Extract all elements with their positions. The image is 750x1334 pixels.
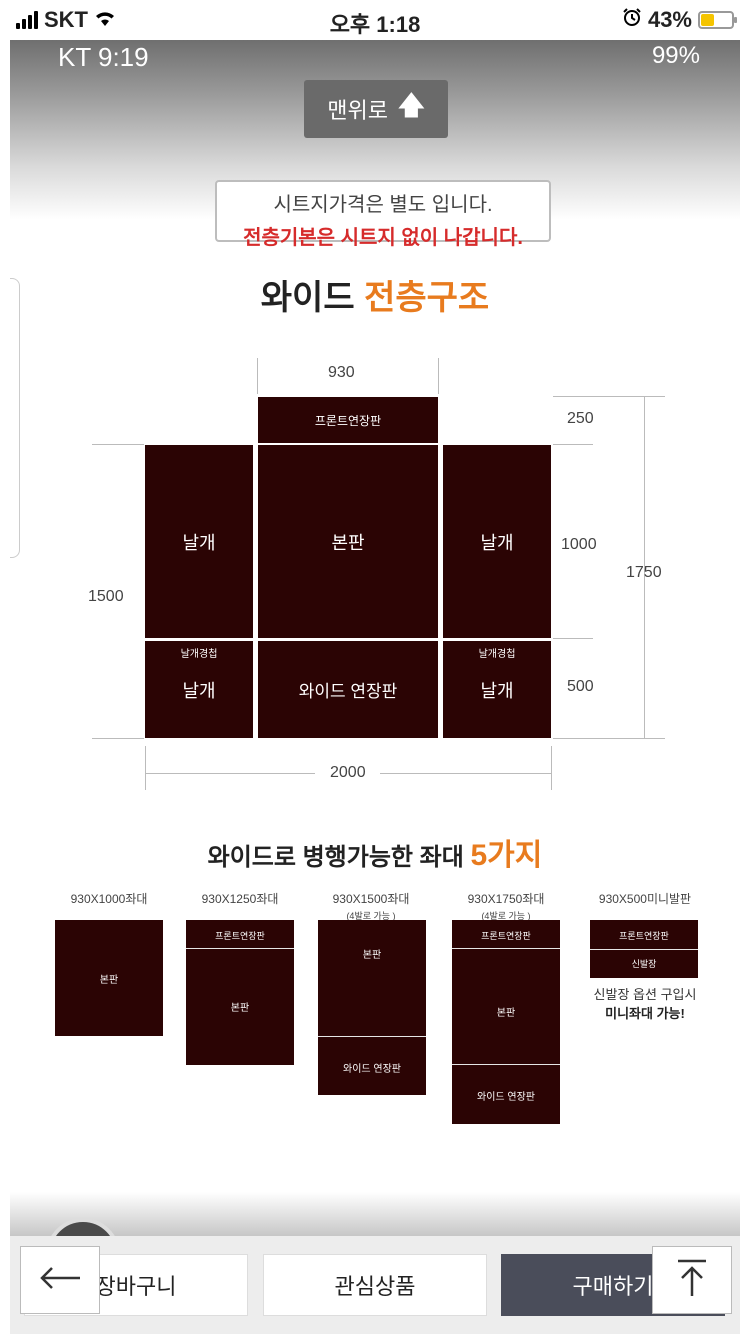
- mini-note-line-1: 신발장 옵션 구입시: [593, 987, 697, 1002]
- dim-guide: [553, 396, 665, 397]
- variants-heading: 와이드로 병행가능한 좌대 5가지: [10, 830, 740, 874]
- front-extension-block: 프론트연장판: [258, 397, 438, 443]
- variant-wide-label: 와이드 연장판: [477, 1092, 535, 1103]
- status-time: 오후 1:18: [329, 12, 421, 37]
- scroll-top-label: 맨위로: [327, 98, 388, 123]
- dim-right-top: 250: [567, 410, 594, 427]
- dim-right-mid: 1000: [561, 536, 597, 553]
- variant-caption: 930X500미니발판: [598, 892, 692, 906]
- block-divider: [186, 948, 294, 949]
- inner-status-right: 99%: [651, 42, 700, 69]
- photo-footer-shade: [10, 1192, 740, 1242]
- back-button[interactable]: [20, 1246, 100, 1314]
- block-divider: [318, 1036, 426, 1037]
- block-divider: [452, 948, 560, 949]
- scroll-to-top-button[interactable]: [652, 1246, 732, 1314]
- arrow-left-icon: [38, 1266, 82, 1295]
- dim-guide: [553, 738, 665, 739]
- status-bar: SKT 오후 1:18 43%: [0, 0, 750, 40]
- wing-joint-label: 날개경첩: [478, 649, 516, 660]
- block-divider: [590, 949, 698, 950]
- structure-heading: 와이드 전층구조: [10, 270, 740, 319]
- variants-heading-main: 와이드로 병행가능한 좌대: [207, 844, 464, 871]
- heading-main: 와이드: [260, 279, 355, 317]
- wing-joint-label: 날개경첩: [180, 649, 218, 660]
- dim-guide: [92, 738, 144, 739]
- arrow-top-icon: [675, 1258, 709, 1303]
- product-detail-screenshot: KT 9:19 99% 맨위로 🡅 시트지가격은 별도 입니다. 전층기본은 시…: [10, 40, 740, 1334]
- variant-main-label: 본판: [362, 950, 382, 961]
- dim-right-bottom: 500: [567, 678, 594, 695]
- variant-wide-label: 와이드 연장판: [343, 1064, 401, 1075]
- wing-left-block: 날개: [145, 445, 253, 638]
- dim-guide: [145, 746, 146, 790]
- wing-label: 날개: [480, 680, 514, 701]
- variant-main-label: 본판: [230, 1003, 250, 1014]
- variant-caption: 930X1500좌대 (4발로 가능 ): [310, 890, 432, 922]
- carrier-label: SKT: [44, 7, 88, 32]
- wing-left-lower-block: 날개경첩 날개: [145, 641, 253, 738]
- dim-guide: [644, 396, 645, 738]
- inner-status-bar: KT 9:19 99%: [10, 40, 740, 76]
- variant-main-label: 본판: [496, 1008, 516, 1019]
- bottom-action-bar: 장바구니 관심상품 구매하기: [10, 1236, 740, 1334]
- dim-guide: [553, 638, 593, 639]
- battery-percent: 43%: [647, 7, 692, 32]
- variant-caption-sub: (4발로 가능 ): [481, 911, 531, 921]
- wing-label: 날개: [182, 680, 216, 701]
- block-divider: [452, 1064, 560, 1065]
- dim-guide: [553, 444, 593, 445]
- wishlist-button[interactable]: 관심상품: [263, 1254, 487, 1316]
- carrier-area: SKT: [16, 7, 116, 33]
- variant-caption: 930X1000좌대: [70, 892, 148, 906]
- notice-line-1: 시트지가격은 별도 입니다.: [273, 194, 493, 216]
- scroll-top-button[interactable]: 맨위로 🡅: [304, 80, 448, 138]
- alarm-icon: [622, 7, 642, 33]
- dim-guide: [92, 444, 144, 445]
- dim-bottom: 2000: [330, 764, 366, 781]
- dim-guide: [438, 358, 439, 394]
- dim-guide: [380, 773, 551, 774]
- variant-caption-sub: (4발로 가능 ): [346, 911, 396, 921]
- variant-caption: 930X1250좌대: [201, 892, 279, 906]
- battery-area: 43%: [622, 7, 737, 33]
- variant-4-block: 프론트연장판 본판 와이드 연장판: [452, 920, 560, 1124]
- wide-extension-block: 와이드 연장판: [258, 641, 438, 738]
- dim-right-total: 1750: [626, 564, 662, 581]
- side-drawer-handle[interactable]: [10, 278, 20, 558]
- variant-shoe-label: 신발장: [631, 959, 657, 969]
- dim-guide: [257, 358, 258, 394]
- variant-3-block: 본판 와이드 연장판: [318, 920, 426, 1095]
- dim-top: 930: [328, 364, 355, 381]
- dim-guide: [145, 773, 315, 774]
- variant-caption-text: 930X1750좌대: [467, 892, 545, 906]
- variant-front-label: 프론트연장판: [619, 931, 669, 941]
- battery-icon: [698, 11, 737, 29]
- variant-caption-text: 930X1500좌대: [332, 892, 410, 906]
- variant-front-label: 프론트연장판: [481, 931, 531, 941]
- wing-right-lower-block: 날개경첩 날개: [443, 641, 551, 738]
- arrow-up-icon: 🡅: [398, 90, 425, 120]
- signal-icon: [16, 11, 38, 29]
- wing-right-block: 날개: [443, 445, 551, 638]
- notice-line-2: 전층기본은 시트지 없이 나갑니다.: [243, 227, 523, 249]
- dim-guide: [551, 746, 552, 790]
- mini-note: 신발장 옵션 구입시 미니좌대 가능!: [585, 984, 705, 1022]
- variants-heading-accent: 5가지: [470, 839, 543, 872]
- variant-caption: 930X1750좌대 (4발로 가능 ): [445, 890, 567, 922]
- main-board-block: 본판: [258, 445, 438, 638]
- inner-status-left: KT 9:19: [58, 42, 149, 72]
- price-notice-box: 시트지가격은 별도 입니다. 전층기본은 시트지 없이 나갑니다.: [215, 180, 551, 249]
- mini-note-line-2: 미니좌대 가능!: [605, 1006, 685, 1021]
- variant-5-block: 프론트연장판 신발장: [590, 920, 698, 978]
- variant-front-label: 프론트연장판: [215, 931, 265, 941]
- variant-1-block: 본판: [55, 920, 163, 1036]
- heading-accent: 전층구조: [364, 279, 490, 317]
- variant-2-block: 프론트연장판 본판: [186, 920, 294, 1065]
- wifi-icon: [94, 7, 116, 33]
- dim-left: 1500: [88, 588, 124, 605]
